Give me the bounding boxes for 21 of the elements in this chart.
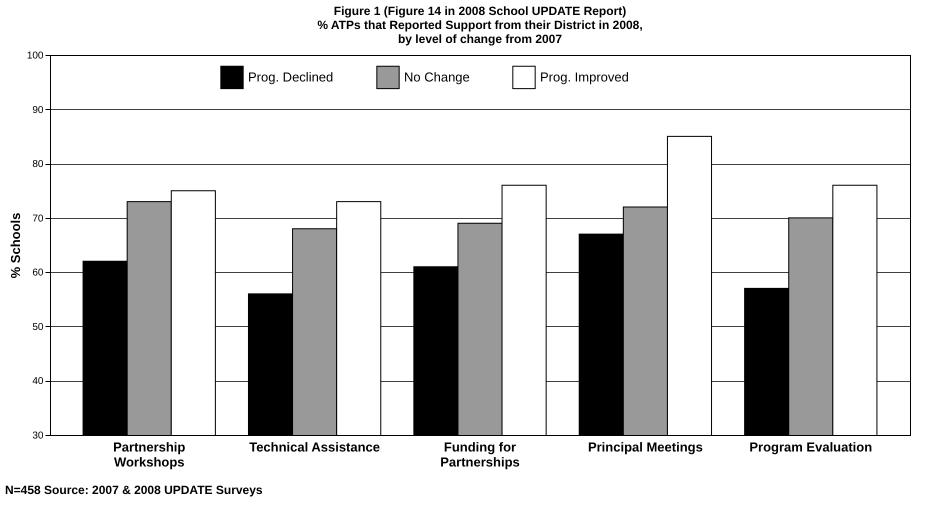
y-tick-label: 50: [32, 322, 44, 333]
x-tick-label: Partnership Workshops: [113, 440, 186, 470]
legend-label: No Change: [404, 69, 470, 84]
text: % ATPs that Reported Support from their District in 2008,: [317, 18, 643, 32]
y-tick-label: 90: [32, 104, 44, 116]
y-tick-label: 60: [32, 268, 44, 279]
text: by level of change from 2007: [398, 32, 562, 46]
y-tick-label: 40: [32, 376, 44, 388]
y-tick-label: 70: [32, 213, 44, 224]
text: Figure 1 (Figure 14 in 2008 School UPDATE Report): [334, 4, 626, 18]
legend-label: Prog. Improved: [540, 69, 629, 84]
x-tick-label: Technical Assistance: [249, 440, 380, 454]
y-tick-label: 30: [32, 430, 44, 442]
text: N=458 Source: 2007 & 2008 UPDATE Surveys: [5, 483, 263, 497]
y-axis-title: % Schools: [8, 212, 23, 278]
y-tick-label: 100: [26, 50, 44, 62]
y-tick-label: 80: [32, 159, 44, 170]
x-tick-label: Funding for Partnerships: [440, 440, 520, 470]
x-tick-label: Program Evaluation: [749, 440, 872, 454]
legend-label: Prog. Declined: [248, 69, 334, 84]
x-tick-label: Principal Meetings: [588, 440, 703, 454]
